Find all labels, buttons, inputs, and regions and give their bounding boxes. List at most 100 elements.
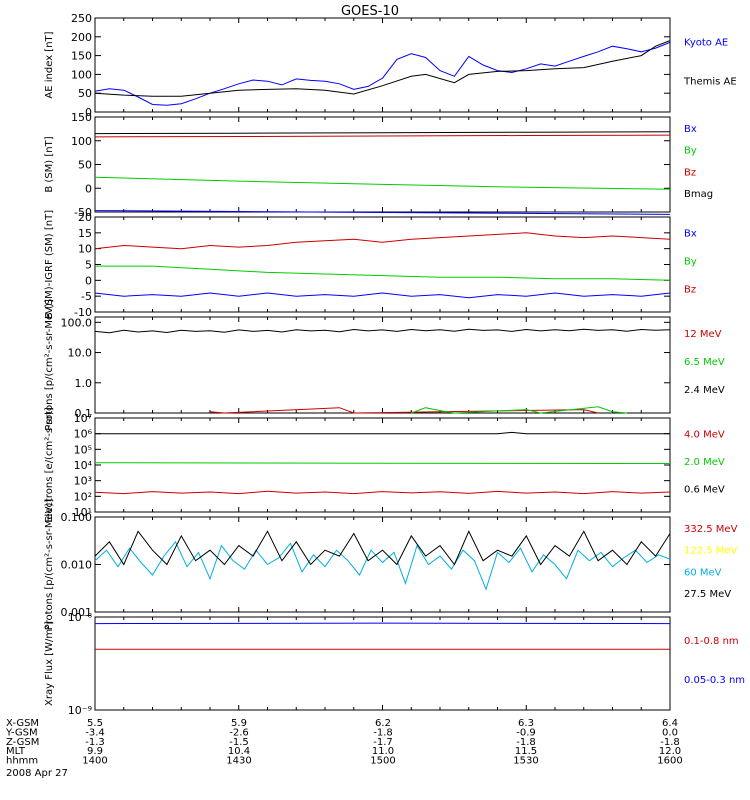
y-tick-label: 10¹ <box>74 506 92 519</box>
series-line-4-0-mev <box>94 490 671 495</box>
series-line-6-5-mev <box>411 406 627 414</box>
series-line-bz <box>94 134 671 138</box>
y-tick-label: 0 <box>85 106 92 119</box>
panel-7: 10⁻⁹ 10⁻⁸ Xray Flux [W/m²] 0.1-0.8 nm 0.05-0… <box>44 611 745 717</box>
legend-entry: By <box>684 257 697 268</box>
legend-entry: Bz <box>684 167 696 178</box>
footer-cell: 0.0 <box>662 727 678 738</box>
legend-entry: Bx <box>684 124 697 135</box>
y-tick-label: 5 <box>85 259 92 272</box>
footer-cell: 1430 <box>226 756 251 767</box>
y-tick-label: 10⁴ <box>74 459 93 472</box>
footer-cell: -3.4 <box>85 727 105 738</box>
series-line-by <box>95 265 671 281</box>
legend-entry: Themis AE <box>683 77 737 88</box>
panel-frame <box>94 316 671 414</box>
y-axis-label: Protons [p/(cm²-s-sr-MeV)] <box>44 299 55 431</box>
y-tick-label: 0.1 <box>75 407 93 420</box>
panel-frame <box>94 616 671 711</box>
y-tick-label: 50 <box>78 159 92 172</box>
y-tick-label: 10³ <box>74 475 92 488</box>
legend-entry: 2.0 MeV <box>684 457 725 468</box>
panel-frame <box>94 17 671 113</box>
series-line-27-5-mev <box>94 530 671 566</box>
footer-cell: -0.9 <box>516 727 536 738</box>
legend-entry: 2.4 MeV <box>684 385 725 396</box>
panel-frame <box>94 116 671 213</box>
footer-row-label: Z-GSM <box>6 737 39 748</box>
y-tick-label: 10⁵ <box>74 443 92 456</box>
y-tick-label: 150 <box>71 50 92 63</box>
y-tick-label: 10.0 <box>68 347 93 360</box>
footer-cell: -1.7 <box>373 737 393 748</box>
legend-entry: 0.6 MeV <box>684 485 725 496</box>
y-tick-label: 1.0 <box>75 377 93 390</box>
series-line-12-mev <box>209 407 599 414</box>
panel-2: -50 0 50 100 150 B (SM) [nT] Bx By Bz Bmag <box>44 111 713 219</box>
legend-entry: Bx <box>684 229 697 240</box>
y-tick-label: 10⁻⁸ <box>68 611 93 624</box>
footer-cell: 6.3 <box>518 718 534 729</box>
y-tick-label: 0 <box>85 182 92 195</box>
footer-cell: -1.5 <box>229 737 249 748</box>
legend-entry: 27.5 MeV <box>684 589 731 600</box>
series-line-0-6-mev <box>95 431 670 435</box>
y-tick-label: -50 <box>74 206 92 219</box>
footer-cell: 5.9 <box>231 718 247 729</box>
series-line-by <box>94 176 671 190</box>
y-tick-label: -5 <box>81 290 92 303</box>
footer-cell: 6.4 <box>662 718 678 729</box>
y-tick-label: 250 <box>71 12 92 25</box>
legend-entry: 60 MeV <box>684 567 722 578</box>
series-line-bmag <box>94 131 671 135</box>
y-axis-label: Protons [p/(cm²-s-sr-MeV)] <box>44 499 55 631</box>
y-tick-label: 10² <box>74 490 92 503</box>
footer-cell: 1600 <box>657 756 682 767</box>
legend-entry: 6.5 MeV <box>684 357 725 368</box>
series-line-kyoto-ae <box>94 41 671 106</box>
panel-1: 0 50 100 150 200 250 AE index [nT] Kyoto AE Them… <box>44 12 737 119</box>
y-tick-label: -10 <box>74 306 92 319</box>
legend-entry: 332.5 MeV <box>684 524 738 535</box>
footer-cell: 9.9 <box>87 746 103 757</box>
y-tick-label: 150 <box>71 111 92 124</box>
y-tick-label: 0.100 <box>61 511 93 524</box>
y-tick-label: 100.0 <box>61 316 93 329</box>
y-tick-label: 20 <box>78 211 92 224</box>
footer-cell: 12.0 <box>659 746 681 757</box>
y-tick-label: 0.010 <box>61 559 93 572</box>
series-line-0-05-0-3-nm <box>94 622 671 625</box>
legend-entry: 0.1-0.8 nm <box>684 636 739 647</box>
plot-title: GOES-10 <box>341 4 399 19</box>
y-axis-label: AE index [nT] <box>44 31 55 98</box>
panel-3: -10 -5 0 5 10 15 20 B (SM)-IGRF (SM) [nT] Bx By Bz <box>44 210 697 319</box>
footer-row-label: hhmm <box>6 756 38 767</box>
date-label: 2008 Apr 27 <box>6 768 68 779</box>
y-tick-label: 10⁷ <box>74 412 92 425</box>
footer-cell: 10.4 <box>228 746 250 757</box>
footer-cell: 11.5 <box>515 746 537 757</box>
legend-entry: 122.5 MeV <box>684 546 738 557</box>
panel-6: 0.001 0.010 0.100 Protons [p/(cm²-s-sr-MeV)… <box>44 499 738 631</box>
legend-entry: Kyoto AE <box>684 37 728 48</box>
series-line-2-4-mev <box>94 328 671 334</box>
panel-frame <box>94 417 671 513</box>
footer-cell: -1.8 <box>516 737 536 748</box>
y-tick-label: 0 <box>85 274 92 287</box>
legend-entry: 4.0 MeV <box>684 429 725 440</box>
legend-entry: By <box>684 146 697 157</box>
footer-cell: -1.8 <box>660 737 680 748</box>
panel-5: 10¹ 10² 10³ 10⁴ 10⁵ 10⁶ 10⁷ Electrons [e/(cm²-s… <box>44 407 725 523</box>
y-tick-label: 10⁶ <box>74 428 93 441</box>
y-tick-label: 50 <box>78 87 92 100</box>
y-tick-label: 200 <box>71 31 92 44</box>
legend-entry: 0.05-0.3 nm <box>684 675 745 686</box>
footer-cell: -1.8 <box>373 727 393 738</box>
y-tick-label: 0.001 <box>61 606 93 619</box>
series-line-60-mev <box>94 540 671 591</box>
footer-row-label: X-GSM <box>6 718 39 729</box>
footer-cell: 6.2 <box>375 718 391 729</box>
footer-table: X-GSM 5.5 5.9 6.2 6.3 6.4Y-GSM -3.4 -2.6 -1.8 -0.… <box>5 718 683 767</box>
